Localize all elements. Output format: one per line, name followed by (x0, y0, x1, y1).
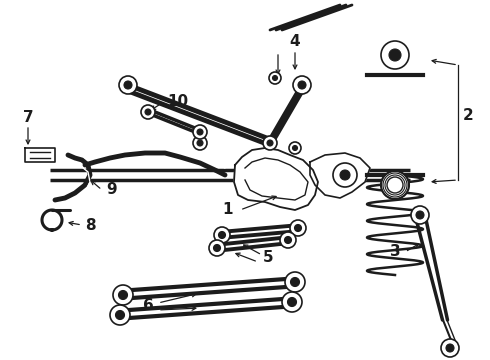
Circle shape (116, 310, 124, 320)
Polygon shape (234, 148, 318, 210)
Circle shape (387, 177, 403, 193)
Circle shape (294, 225, 301, 231)
Circle shape (272, 76, 277, 81)
Circle shape (269, 72, 281, 84)
Circle shape (197, 129, 203, 135)
Text: 4: 4 (290, 35, 300, 49)
Circle shape (267, 140, 273, 146)
Text: 10: 10 (168, 94, 189, 109)
Circle shape (411, 206, 429, 224)
Circle shape (193, 125, 207, 139)
Text: 5: 5 (263, 251, 273, 266)
Circle shape (333, 163, 357, 187)
Circle shape (193, 136, 207, 150)
Circle shape (119, 76, 137, 94)
Polygon shape (25, 148, 55, 162)
Circle shape (124, 81, 132, 89)
Circle shape (416, 211, 424, 219)
Circle shape (340, 170, 350, 180)
Circle shape (197, 140, 203, 146)
Text: 1: 1 (223, 202, 233, 217)
Circle shape (381, 41, 409, 69)
Circle shape (285, 272, 305, 292)
Circle shape (119, 291, 127, 300)
Polygon shape (245, 158, 308, 200)
Circle shape (298, 81, 306, 89)
Circle shape (145, 109, 151, 115)
Circle shape (214, 244, 220, 252)
Text: 9: 9 (107, 183, 117, 198)
Circle shape (289, 142, 301, 154)
Circle shape (263, 136, 277, 150)
Circle shape (446, 344, 454, 352)
Circle shape (290, 220, 306, 236)
Circle shape (293, 76, 311, 94)
Circle shape (381, 171, 409, 199)
Circle shape (441, 339, 459, 357)
Circle shape (209, 240, 225, 256)
Circle shape (280, 232, 296, 248)
Circle shape (141, 105, 155, 119)
Circle shape (282, 292, 302, 312)
Polygon shape (310, 153, 370, 198)
Circle shape (389, 49, 401, 61)
Circle shape (285, 237, 292, 243)
Circle shape (113, 285, 133, 305)
Circle shape (214, 227, 230, 243)
Text: 3: 3 (390, 244, 400, 260)
Circle shape (219, 231, 225, 238)
Text: 8: 8 (85, 217, 96, 233)
Text: 2: 2 (463, 108, 473, 122)
Text: 7: 7 (23, 111, 33, 126)
Circle shape (110, 305, 130, 325)
Circle shape (291, 278, 299, 287)
Circle shape (288, 297, 296, 306)
Circle shape (293, 145, 297, 150)
Text: 6: 6 (143, 297, 153, 312)
